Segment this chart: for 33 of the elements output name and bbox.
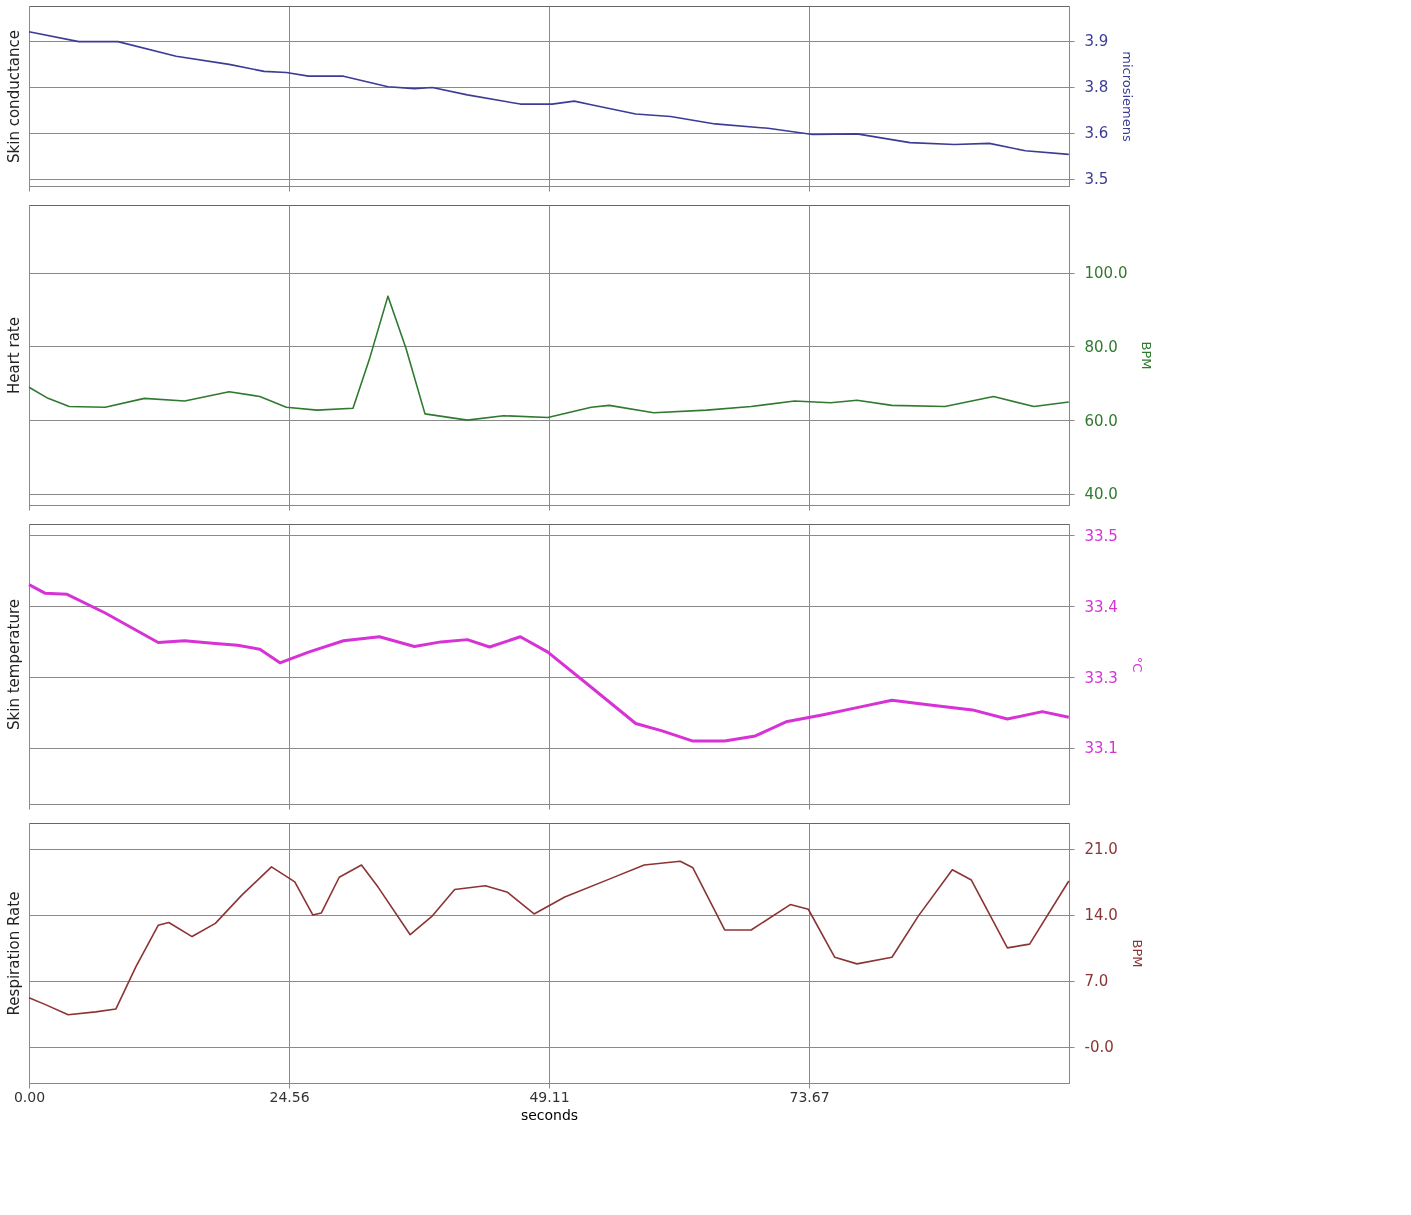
x-tick-label: 49.11 — [529, 1088, 570, 1105]
y-tick-label: 60.0 — [1084, 411, 1118, 430]
y-tick-label: 3.5 — [1084, 170, 1109, 189]
line-series — [28, 860, 1070, 1016]
y-tick-label: -0.0 — [1084, 1038, 1114, 1057]
line-series — [27, 583, 1071, 743]
y-tick-label: 33.5 — [1084, 526, 1118, 545]
y-tick-label: 3.6 — [1084, 124, 1109, 143]
y-axis-title: Skin temperature — [4, 599, 23, 730]
x-tick-label: 73.67 — [789, 1088, 830, 1105]
y-tick-label: 40.0 — [1084, 485, 1118, 504]
y-tick-label: 33.1 — [1084, 739, 1118, 758]
y-axis-title: Respiration Rate — [4, 891, 23, 1016]
y-tick-label: 80.0 — [1084, 337, 1118, 356]
y-tick-label: 100.0 — [1084, 264, 1128, 283]
x-tick-label: 24.56 — [269, 1088, 310, 1105]
y-tick-label: 33.3 — [1084, 668, 1118, 687]
line-series — [28, 295, 1070, 421]
y-tick-label: 3.9 — [1084, 32, 1109, 51]
y-tick-label: 33.4 — [1084, 597, 1118, 616]
x-tick-label: 0.00 — [13, 1088, 46, 1105]
x-axis-title: seconds — [520, 1106, 579, 1123]
y-axis-title: Skin conductance — [4, 30, 23, 163]
y2-axis-title: BPM — [1139, 341, 1155, 370]
y-tick-label: 7.0 — [1084, 972, 1109, 991]
line-series — [28, 30, 1070, 156]
y2-axis-title: microsiemens — [1120, 51, 1136, 142]
y-tick-label: 14.0 — [1084, 906, 1118, 925]
y2-axis-title: BPM — [1129, 939, 1145, 968]
y-axis-title: Heart rate — [4, 317, 23, 394]
y-tick-label: 3.8 — [1084, 78, 1109, 97]
y-tick-label: 21.0 — [1084, 840, 1118, 859]
y2-axis-title: °C — [1129, 656, 1145, 673]
